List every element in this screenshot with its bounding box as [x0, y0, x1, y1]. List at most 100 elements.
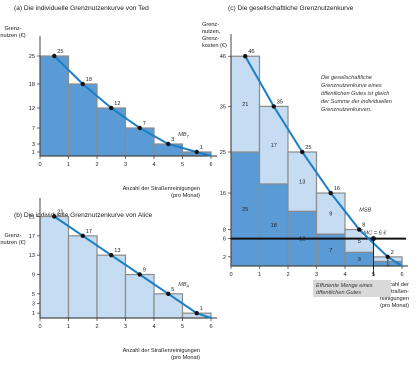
data-point: [194, 310, 199, 316]
data-point: [166, 291, 171, 297]
bar-value-label: 9: [329, 212, 332, 218]
bar: [124, 127, 155, 157]
point-label: 9: [143, 268, 146, 274]
y-tick-label: 9: [32, 273, 35, 279]
y-axis-label: Grenz-: [4, 233, 21, 239]
y-tick-label: 25: [220, 150, 226, 156]
bar: [96, 107, 127, 157]
panel-a: (a) Die individuelle Grenznutzenkurve vo…: [0, 5, 217, 199]
data-point: [243, 54, 248, 59]
y-tick-label: 3: [32, 302, 35, 308]
x-tick-label: 1: [67, 162, 70, 168]
x-tick-label: 5: [181, 324, 184, 330]
data-point: [385, 254, 390, 260]
y-tick-label: 3: [32, 142, 35, 148]
bar: [258, 105, 289, 185]
y-tick-label: 46: [220, 54, 226, 60]
data-point: [166, 141, 171, 147]
point-label: 1: [200, 306, 203, 312]
y-tick-label: 17: [29, 234, 35, 240]
efficient-note: öffentlichen Gutes: [316, 290, 361, 296]
x-axis-label: Straßen-: [387, 289, 409, 295]
x-tick-label: 6: [209, 324, 212, 330]
annotation-text: der Summe der individuellen: [321, 99, 392, 105]
data-point: [52, 53, 57, 59]
bar: [39, 215, 70, 319]
point-label: 25: [305, 145, 311, 151]
point-label: 1: [200, 145, 203, 151]
x-tick-label: 6: [400, 272, 403, 278]
x-tick-label: 6: [209, 162, 212, 168]
x-tick-label: 0: [229, 272, 232, 278]
point-label: 7: [143, 121, 146, 127]
annotation-text: Die gesellschaftliche: [321, 75, 372, 81]
x-tick-label: 3: [124, 324, 127, 330]
y-tick-label: 16: [220, 191, 226, 197]
y-tick-label: 1: [32, 311, 35, 317]
x-tick-label: 2: [95, 324, 98, 330]
mc-label-bg: [362, 228, 401, 237]
bar-value-label: 3: [358, 257, 361, 263]
bar: [67, 235, 98, 319]
bar: [287, 151, 318, 212]
data-point: [300, 149, 305, 155]
data-point: [137, 272, 142, 277]
x-tick-label: 3: [124, 162, 127, 168]
bar-value-label: 7: [329, 248, 332, 254]
y-axis-label: kosten (€): [202, 43, 227, 49]
bar-value-label: 1: [386, 257, 389, 263]
y-tick-label: 1: [32, 150, 35, 156]
y-tick-label: 25: [29, 54, 35, 60]
x-axis-label: (pro Monat): [171, 193, 200, 199]
data-point: [80, 233, 85, 239]
bar: [315, 192, 346, 235]
y-axis-label: Grenz-: [202, 36, 219, 42]
y-tick-label: 21: [29, 215, 35, 221]
data-point: [52, 214, 57, 219]
bar-value-label: 1: [386, 262, 389, 268]
data-point: [109, 105, 114, 111]
bar: [258, 183, 289, 267]
y-tick-label: 5: [32, 292, 35, 298]
y-tick-label: 13: [29, 253, 35, 259]
data-point: [109, 252, 114, 258]
point-label: 35: [277, 99, 283, 105]
bar-value-label: 5: [358, 239, 361, 245]
curve-label: MSB: [359, 207, 371, 213]
efficient-note-bg: [313, 280, 391, 297]
data-point: [137, 125, 142, 131]
y-axis-label: nutzen,: [202, 29, 221, 35]
point-label: 21: [57, 210, 63, 216]
chart-title: (c) Die gesellschaftliche Grenznutzenkur…: [228, 5, 354, 12]
x-tick-label: 2: [286, 272, 289, 278]
data-point: [80, 81, 85, 87]
data-point: [194, 149, 199, 155]
bar-value-label: 25: [242, 207, 248, 213]
data-point: [271, 104, 276, 109]
point-label: 5: [171, 287, 174, 293]
annotation-bg: [318, 70, 404, 116]
y-tick-label: 12: [29, 106, 35, 112]
x-axis-label: (pro Monat): [380, 303, 409, 309]
x-tick-label: 2: [95, 162, 98, 168]
x-tick-label: 4: [152, 162, 155, 168]
y-tick-label: 2: [223, 255, 226, 261]
bar-value-label: 13: [299, 180, 305, 186]
annotation-text: Grenznutzenkurve eines: [321, 83, 382, 89]
y-axis-label: nutzen (€): [0, 240, 25, 246]
annotation-text: öffentlichen Gutes ist gleich: [321, 91, 389, 97]
bar: [153, 293, 184, 319]
x-axis-label: reinigungen: [380, 296, 409, 302]
y-axis-label: Grenz-: [202, 22, 219, 28]
bar-value-label: 17: [271, 143, 277, 149]
x-tick-label: 0: [38, 162, 41, 168]
x-axis-label: Anzahl der: [382, 282, 409, 288]
bar-value-label: 18: [271, 223, 277, 229]
x-tick-label: 0: [38, 324, 41, 330]
curve-label: MBT: [178, 132, 189, 139]
y-axis-label: nutzen (€): [0, 33, 25, 39]
point-label: 2: [391, 250, 394, 256]
x-tick-label: 4: [152, 324, 155, 330]
point-label: 25: [57, 49, 63, 55]
